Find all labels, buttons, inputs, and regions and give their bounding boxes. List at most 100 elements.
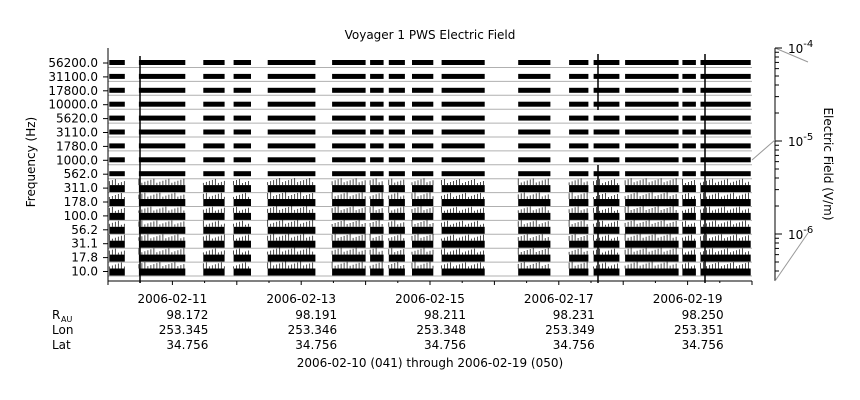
data-bar <box>370 226 384 234</box>
data-bar <box>518 73 551 79</box>
data-bar <box>593 268 620 276</box>
data-bar <box>700 240 751 248</box>
data-bar <box>700 268 751 276</box>
data-bar <box>441 60 485 65</box>
y-tick-label: 17800.0 <box>48 84 98 98</box>
colorbar-edge-bottom <box>774 232 809 282</box>
data-bar <box>682 143 696 149</box>
data-bar <box>138 101 186 107</box>
data-bar <box>203 240 225 248</box>
data-bar <box>388 157 405 163</box>
data-bar <box>370 268 384 276</box>
data-bar <box>138 212 186 220</box>
data-bar <box>625 240 679 248</box>
data-bar <box>233 171 251 177</box>
data-bar <box>233 199 251 206</box>
data-bar <box>700 254 751 262</box>
data-bar <box>682 101 696 107</box>
data-bar <box>412 115 434 121</box>
data-bar <box>569 143 589 149</box>
data-bar <box>569 268 589 276</box>
data-bar <box>441 254 485 262</box>
ephemeris-value: 253.346 <box>288 323 338 337</box>
data-bar <box>518 212 551 220</box>
data-bar <box>388 101 405 107</box>
data-bar <box>233 60 251 65</box>
data-bar <box>412 254 434 262</box>
data-bar <box>682 129 696 135</box>
data-bar <box>412 240 434 248</box>
data-bar <box>682 115 696 121</box>
data-bar <box>138 157 186 163</box>
data-bar <box>700 73 751 79</box>
data-bar <box>625 101 679 107</box>
data-bar <box>233 226 251 234</box>
x-tick-label: 2006-02-17 <box>524 292 594 306</box>
data-bar <box>233 157 251 163</box>
data-bar <box>332 143 366 149</box>
colorbar-edge-top <box>774 47 809 63</box>
data-bar <box>233 254 251 262</box>
data-bar <box>332 185 366 193</box>
data-bar <box>441 240 485 248</box>
data-bar <box>518 185 551 193</box>
x-tick-label: 2006-02-15 <box>395 292 465 306</box>
data-bar <box>625 171 679 177</box>
data-bar <box>138 129 186 135</box>
data-bar <box>332 115 366 121</box>
data-bar <box>332 199 366 206</box>
ephemeris-row-label: Lon <box>52 323 73 337</box>
data-bar <box>569 60 589 65</box>
data-bar <box>267 240 316 248</box>
data-bar <box>441 157 485 163</box>
ephemeris-value: 98.231 <box>553 308 595 322</box>
ephemeris-value: 98.191 <box>295 308 337 322</box>
colorbar-tick-label: 10-5 <box>788 132 813 149</box>
data-bar <box>412 226 434 234</box>
data-bar <box>109 87 125 93</box>
data-bar <box>441 143 485 149</box>
data-bar <box>267 87 316 93</box>
data-bar <box>109 157 125 163</box>
colorbar-label: Electric Field (V/m) <box>821 107 835 220</box>
data-bar <box>388 73 405 79</box>
data-bar <box>625 73 679 79</box>
data-bar <box>518 143 551 149</box>
data-bar <box>682 157 696 163</box>
data-bar <box>593 129 620 135</box>
data-bar <box>370 87 384 93</box>
data-bar <box>332 268 366 276</box>
data-bar <box>203 60 225 65</box>
y-tick-label: 31.1 <box>71 237 98 251</box>
data-bar <box>700 171 751 177</box>
data-bar <box>569 212 589 220</box>
data-bar <box>109 212 125 220</box>
data-bar <box>518 171 551 177</box>
y-tick-label: 562.0 <box>64 167 98 181</box>
data-bar <box>370 157 384 163</box>
data-bar <box>569 171 589 177</box>
data-bar <box>267 129 316 135</box>
data-bar <box>412 157 434 163</box>
data-bar <box>109 254 125 262</box>
data-bar <box>233 87 251 93</box>
data-bar <box>267 268 316 276</box>
data-bar <box>593 226 620 234</box>
data-bar <box>625 185 679 193</box>
data-bar <box>388 171 405 177</box>
ephemeris-value: 34.756 <box>295 338 337 352</box>
ephemeris-row-label: Lat <box>52 338 71 352</box>
data-bar <box>233 240 251 248</box>
data-bar <box>109 60 125 65</box>
data-bar <box>203 73 225 79</box>
data-bar <box>412 171 434 177</box>
data-bar <box>203 212 225 220</box>
data-bar <box>700 101 751 107</box>
data-bar <box>138 254 186 262</box>
x-axis-ticks: 2006-02-11 2006-02-13 2006-02-15 2006-02-17… <box>107 281 753 306</box>
data-bar <box>518 60 551 65</box>
data-bar <box>109 143 125 149</box>
data-bar <box>388 268 405 276</box>
data-bar <box>388 129 405 135</box>
data-bar <box>233 129 251 135</box>
